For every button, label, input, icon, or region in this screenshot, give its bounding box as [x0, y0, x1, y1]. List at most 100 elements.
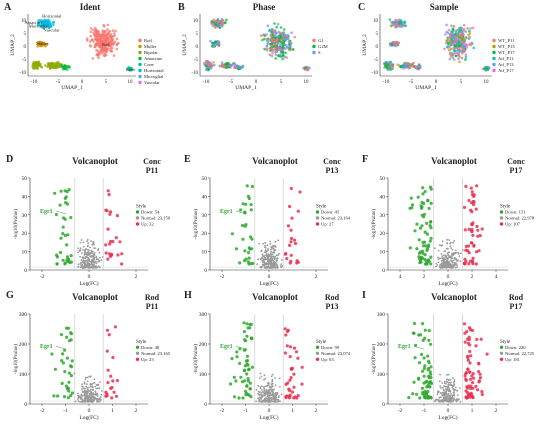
y-tick-label: -10: [19, 71, 26, 76]
up-point: [467, 227, 471, 231]
normal-point: [91, 396, 94, 399]
normal-point: [273, 251, 276, 254]
normal-point: [269, 399, 272, 402]
down-point: [422, 366, 426, 371]
down-point: [423, 240, 427, 244]
down-point: [412, 321, 416, 326]
umap-point: [400, 23, 404, 26]
up-point: [480, 227, 484, 231]
up-point: [474, 344, 478, 348]
x-tick-label: -2: [220, 408, 225, 414]
normal-point: [93, 381, 96, 384]
normal-point: [264, 385, 267, 388]
normal-point: [272, 382, 274, 385]
normal-point: [260, 395, 263, 398]
age-label: P13: [326, 302, 339, 311]
normal-point: [274, 377, 276, 379]
umap-point: [110, 50, 114, 53]
umap-point: [468, 35, 472, 39]
age-label: P11: [146, 166, 158, 175]
up-point: [108, 242, 112, 246]
up-point: [475, 337, 479, 341]
up-point: [105, 328, 110, 332]
normal-point: [268, 382, 270, 385]
umap-point: [261, 38, 264, 42]
normal-point: [440, 260, 443, 262]
up-point: [296, 356, 300, 360]
umap-point: [456, 49, 459, 52]
normal-point: [98, 387, 101, 390]
umap-point: [410, 64, 414, 67]
up-point: [462, 322, 466, 326]
up-point: [288, 389, 292, 393]
umap-point: [94, 33, 98, 36]
normal-point: [264, 246, 267, 249]
normal-point: [87, 258, 90, 261]
umap-point: [449, 43, 452, 46]
cluster-annotation: Amacrine: [25, 20, 43, 25]
down-point: [243, 224, 247, 228]
down-point: [418, 396, 422, 400]
normal-point: [274, 384, 277, 387]
normal-point: [91, 250, 94, 253]
down-point: [245, 384, 249, 388]
normal-point: [446, 393, 449, 396]
normal-point: [442, 391, 445, 394]
normal-point: [446, 387, 449, 390]
panel-letter: H: [184, 290, 192, 301]
down-point: [245, 359, 250, 363]
normal-point: [450, 397, 453, 399]
normal-point: [96, 398, 98, 400]
down-point: [249, 203, 253, 207]
up-point: [474, 207, 478, 211]
umap-point: [448, 48, 451, 52]
umap-point: [285, 35, 288, 38]
x-tick-label: 5: [280, 80, 283, 85]
down-point: [417, 255, 421, 259]
down-point: [247, 251, 251, 255]
down-point: [69, 394, 73, 398]
y-tick-label: 30: [380, 213, 386, 219]
down-point: [429, 255, 433, 259]
y-tick-label: 10: [193, 19, 199, 24]
down-point: [248, 381, 252, 385]
umap-point: [403, 63, 407, 67]
legend-label: Microglial: [144, 74, 164, 79]
normal-point: [89, 252, 92, 254]
umap-point: [96, 30, 99, 33]
normal-point: [437, 249, 440, 252]
x-axis-label: Log(FC): [438, 414, 457, 421]
normal-point: [81, 263, 84, 266]
up-point: [470, 201, 474, 205]
normal-point: [439, 385, 441, 387]
down-point: [246, 393, 250, 397]
up-point: [480, 390, 484, 394]
y-tick-label: -5: [374, 58, 379, 63]
umap-point: [111, 43, 114, 47]
normal-point: [439, 257, 441, 260]
legend-swatch: [315, 351, 320, 355]
normal-point: [443, 382, 446, 385]
umap-point: [279, 26, 283, 29]
legend-swatch: [138, 56, 142, 61]
panel-letter: B: [178, 2, 185, 13]
age-label: P13: [326, 166, 339, 175]
umap-point: [205, 68, 208, 72]
normal-point: [94, 247, 96, 250]
down-point: [66, 396, 70, 400]
down-point: [425, 232, 429, 236]
legend-label: Muller: [144, 44, 157, 49]
down-point: [69, 215, 73, 220]
normal-point: [270, 386, 273, 389]
normal-point: [91, 243, 94, 246]
normal-point: [453, 397, 455, 400]
umap-point: [89, 40, 92, 43]
up-point: [289, 186, 293, 191]
umap-point: [448, 45, 451, 49]
umap-point: [450, 34, 454, 37]
normal-point: [452, 259, 455, 262]
up-point: [284, 252, 288, 256]
umap-point: [385, 64, 388, 67]
normal-point: [84, 265, 87, 267]
down-point: [53, 367, 58, 371]
